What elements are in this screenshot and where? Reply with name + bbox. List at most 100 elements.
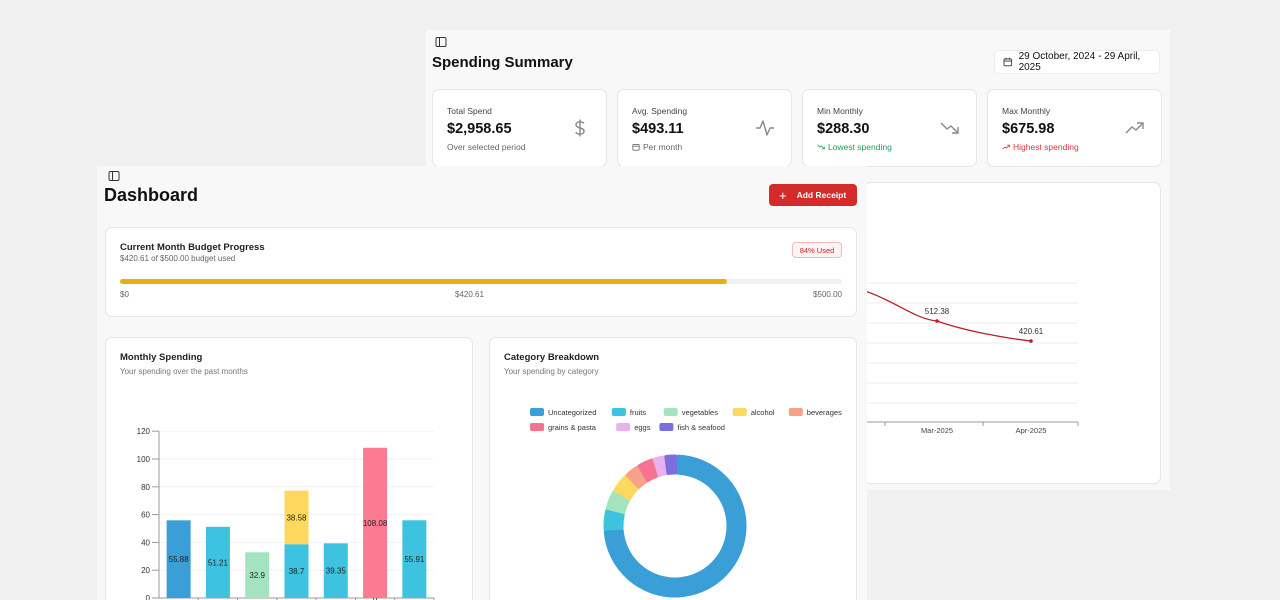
trend-point-label: 420.61 bbox=[1019, 327, 1044, 336]
stat-label: Avg. Spending bbox=[632, 106, 688, 116]
donut-slice bbox=[652, 455, 668, 477]
stat-card-max-monthly: Max Monthly $675.98 Highest spending bbox=[987, 89, 1162, 167]
stat-sub-text: Per month bbox=[643, 142, 683, 152]
category-breakdown-chart: Uncategorized fruits vegetables alcohol beve… bbox=[530, 408, 842, 598]
donut-slice bbox=[605, 491, 630, 514]
stat-label: Max Monthly bbox=[1002, 106, 1051, 116]
dollar-icon bbox=[575, 119, 585, 137]
monthly-spending-chart: 0 20 40 60 80 100 120 55.88 51.21 32.9 38.7 38.58 39… bbox=[137, 427, 435, 600]
add-receipt-label: Add Receipt bbox=[796, 190, 847, 200]
trending-down-icon bbox=[817, 144, 825, 150]
stat-sub-text: Highest spending bbox=[1013, 142, 1079, 152]
legend-label: fruits bbox=[630, 408, 647, 417]
donut-slice bbox=[637, 458, 659, 483]
trending-down-icon bbox=[940, 122, 959, 134]
stat-sub: Lowest spending bbox=[817, 142, 892, 152]
bar-segment bbox=[402, 520, 427, 598]
spending-trend-chart: 512.38 420.61 Mar-2025 Apr-2025 bbox=[864, 282, 1079, 435]
spending-trend-card: 512.38 420.61 Mar-2025 Apr-2025 bbox=[864, 182, 1161, 484]
plus-icon: + bbox=[779, 187, 787, 203]
activity-icon bbox=[756, 120, 774, 136]
donut-slice bbox=[603, 509, 625, 531]
trending-up-icon bbox=[1125, 122, 1144, 134]
y-tick-label: 100 bbox=[137, 455, 151, 464]
donut-slice bbox=[625, 465, 648, 489]
date-range-picker[interactable]: 29 October, 2024 - 29 April, 2025 bbox=[994, 50, 1160, 74]
legend-label: Uncategorized bbox=[548, 408, 596, 417]
stat-value: $493.11 bbox=[632, 121, 684, 137]
category-breakdown-title: Category Breakdown bbox=[504, 352, 600, 363]
y-tick-label: 120 bbox=[137, 427, 151, 436]
donut-slice bbox=[603, 454, 747, 598]
sidebar-toggle-icon[interactable] bbox=[435, 36, 447, 48]
sidebar-toggle-icon[interactable] bbox=[108, 170, 120, 182]
y-tick-label: 0 bbox=[146, 594, 151, 600]
bar-value-label: 32.9 bbox=[249, 571, 265, 580]
bar-value-label: 51.21 bbox=[208, 558, 229, 567]
legend-label: fish & seafood bbox=[677, 423, 725, 432]
legend-label: alcohol bbox=[751, 408, 775, 417]
y-tick-label: 80 bbox=[141, 483, 150, 492]
budget-subtitle: $420.61 of $500.00 budget used bbox=[120, 254, 236, 263]
stat-sub-text: Lowest spending bbox=[828, 142, 892, 152]
budget-progress-card: Current Month Budget Progress $420.61 of… bbox=[105, 227, 857, 317]
x-tick-label: Apr-2025 bbox=[1016, 426, 1047, 435]
donut-slice bbox=[664, 454, 678, 475]
budget-used-badge: 84% Used bbox=[792, 242, 842, 258]
legend-label: eggs bbox=[634, 423, 651, 432]
legend-label: grains & pasta bbox=[548, 423, 597, 432]
bar-value-label: 38.58 bbox=[286, 513, 307, 522]
bar-segment bbox=[245, 552, 270, 598]
bar-value-label: 55.91 bbox=[404, 555, 425, 564]
bar-segment bbox=[323, 543, 348, 598]
bar-segment bbox=[363, 447, 388, 598]
budget-title: Current Month Budget Progress bbox=[120, 242, 265, 253]
y-tick-label: 20 bbox=[141, 566, 150, 575]
date-range-label: 29 October, 2024 - 29 April, 2025 bbox=[1018, 51, 1141, 73]
page-title: Spending Summary bbox=[432, 54, 573, 71]
legend-swatch bbox=[663, 408, 678, 416]
trend-line bbox=[864, 290, 1032, 342]
stat-card-total-spend: Total Spend $2,958.65 Over selected peri… bbox=[432, 89, 607, 167]
y-tick-label: 40 bbox=[141, 538, 150, 547]
bar-segment bbox=[284, 544, 309, 598]
legend-swatch bbox=[611, 408, 626, 416]
category-breakdown-card: Category Breakdown Your spending by cate… bbox=[489, 337, 857, 600]
budget-max-label: $500.00 bbox=[813, 290, 842, 299]
trend-point bbox=[1029, 339, 1033, 343]
calendar-icon bbox=[1003, 57, 1013, 67]
legend-label: beverages bbox=[807, 408, 842, 417]
monthly-spending-subtitle: Your spending over the past months bbox=[120, 367, 248, 376]
legend-swatch bbox=[616, 423, 631, 431]
stat-sub: Highest spending bbox=[1002, 142, 1079, 152]
stat-sub: Per month bbox=[632, 142, 682, 152]
bar-segment bbox=[205, 526, 230, 598]
stat-card-min-monthly: Min Monthly $288.30 Lowest spending bbox=[802, 89, 977, 167]
stat-sub-text: Over selected period bbox=[447, 142, 526, 152]
trend-point-label: 512.38 bbox=[925, 307, 950, 316]
bar-value-label: 108.08 bbox=[363, 519, 388, 528]
stat-value: $2,958.65 bbox=[447, 121, 512, 137]
bar-value-label: 39.35 bbox=[326, 567, 347, 576]
bar-segment bbox=[284, 490, 309, 545]
budget-progress-bar bbox=[120, 279, 842, 284]
stat-value: $675.98 bbox=[1002, 121, 1055, 137]
dashboard-window: Dashboard + Add Receipt Current Month Bu… bbox=[97, 166, 867, 600]
bar-value-label: 38.7 bbox=[289, 567, 305, 576]
legend-swatch bbox=[659, 423, 674, 431]
monthly-spending-title: Monthly Spending bbox=[120, 352, 203, 363]
stat-label: Total Spend bbox=[447, 106, 492, 116]
x-tick-label: Mar-2025 bbox=[921, 426, 953, 435]
add-receipt-button[interactable]: + Add Receipt bbox=[769, 184, 857, 206]
stat-label: Min Monthly bbox=[817, 106, 863, 116]
trending-up-icon bbox=[1002, 144, 1010, 150]
legend-swatch bbox=[788, 408, 803, 416]
bar-value-label: 55.88 bbox=[169, 555, 190, 564]
legend-label: vegetables bbox=[682, 408, 719, 417]
category-breakdown-subtitle: Your spending by category bbox=[504, 367, 599, 376]
monthly-spending-card: Monthly Spending Your spending over the … bbox=[105, 337, 473, 600]
trend-point bbox=[935, 319, 939, 323]
bar-segment bbox=[166, 520, 191, 598]
budget-progress-fill bbox=[120, 279, 728, 284]
y-tick-label: 60 bbox=[141, 511, 150, 520]
